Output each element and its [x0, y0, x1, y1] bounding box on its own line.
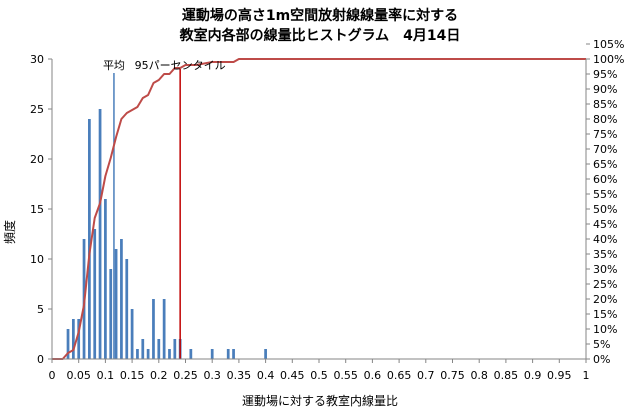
y2-tick-label: 105% — [593, 38, 624, 51]
y-tick-label: 10 — [30, 253, 44, 266]
x-tick-label: 0.45 — [280, 369, 305, 382]
cumulative-percent-line — [52, 58, 586, 360]
histogram-bar — [130, 309, 134, 359]
histogram-bar — [157, 339, 161, 359]
y-tick-label: 15 — [30, 203, 44, 216]
y2-tick-label: 30% — [593, 263, 617, 276]
y-tick-label: 5 — [37, 303, 44, 316]
histogram-bar — [232, 349, 235, 359]
chart-title-line1: 運動場の高さ1m空間放射線線量率に対する — [181, 8, 459, 24]
x-tick-label: 0.2 — [150, 369, 168, 382]
histogram-bar — [162, 299, 166, 359]
y2-tick-label: 70% — [593, 143, 617, 156]
x-tick-label: 0.95 — [547, 369, 572, 382]
x-tick-label: 0.75 — [440, 369, 465, 382]
histogram-bar — [146, 349, 150, 359]
histogram-bar — [93, 229, 97, 359]
x-tick-label: 1 — [583, 369, 590, 382]
y2-tick-label: 85% — [593, 98, 617, 111]
histogram-bar — [66, 329, 70, 359]
y2-tick-label: 10% — [593, 323, 617, 336]
x-tick-label: 0.8 — [470, 369, 488, 382]
chart-title-line2: 教室内各部の線量比ヒストグラム 4月14日 — [179, 28, 461, 44]
histogram-bar — [104, 199, 107, 359]
x-tick-label: 0.9 — [524, 369, 542, 382]
y-tick-label: 30 — [30, 53, 44, 66]
y2-tick-label: 20% — [593, 293, 617, 306]
x-tick-label: 0.3 — [203, 369, 221, 382]
mean-label: 平均 — [103, 59, 125, 72]
p95-label: 95パーセンタイル — [135, 59, 226, 72]
x-tick-label: 0 — [49, 369, 56, 382]
x-axis-title: 運動場に対する教室内線量比 — [242, 393, 398, 408]
y2-tick-label: 100% — [593, 53, 624, 66]
histogram-bar — [264, 349, 267, 359]
y2-tick-label: 95% — [593, 68, 617, 81]
histogram-bar — [152, 299, 155, 359]
y-axis-title: 頻度 — [2, 220, 17, 244]
histogram-bar — [71, 319, 75, 359]
x-tick-label: 0.25 — [173, 369, 198, 382]
histogram-bar — [210, 349, 214, 359]
x-tick-label: 0.15 — [120, 369, 145, 382]
histogram-bar — [141, 339, 145, 359]
histogram-bar — [77, 319, 81, 359]
x-tick-label: 0.55 — [333, 369, 358, 382]
y2-tick-label: 90% — [593, 83, 617, 96]
y2-tick-label: 60% — [593, 173, 617, 186]
x-tick-label: 0.6 — [364, 369, 382, 382]
y-tick-label: 0 — [37, 353, 44, 366]
x-tick-label: 0.65 — [387, 369, 412, 382]
histogram-bar — [98, 109, 102, 359]
histogram-bar — [226, 349, 230, 359]
y2-tick-label: 0% — [593, 353, 610, 366]
histogram-bar — [168, 349, 171, 359]
x-tick-label: 0.1 — [97, 369, 115, 382]
y2-tick-label: 40% — [593, 233, 617, 246]
y2-tick-label: 50% — [593, 203, 617, 216]
histogram-bar — [136, 349, 139, 359]
histogram-bar — [173, 339, 177, 359]
y2-tick-label: 25% — [593, 278, 617, 291]
histogram-bar — [88, 119, 91, 359]
reference-lines — [113, 69, 181, 359]
x-tick-label: 0.5 — [310, 369, 328, 382]
x-tick-label: 0.85 — [494, 369, 519, 382]
x-tick-label: 0.35 — [227, 369, 252, 382]
cumulative-line-layer — [52, 58, 586, 360]
y2-tick-label: 35% — [593, 248, 617, 261]
histogram-bar — [109, 269, 113, 359]
y2-tick-label: 15% — [593, 308, 617, 321]
y2-tick-label: 75% — [593, 128, 617, 141]
y2-tick-label: 45% — [593, 218, 617, 231]
y-tick-label: 25 — [30, 103, 44, 116]
histogram-bar — [189, 349, 193, 359]
x-tick-label: 0.05 — [66, 369, 91, 382]
x-tick-label: 0.4 — [257, 369, 275, 382]
y2-tick-label: 80% — [593, 113, 617, 126]
y2-tick-label: 55% — [593, 188, 617, 201]
axes-layer: 0510152025300%5%10%15%20%25%30%35%40%45%… — [30, 38, 624, 382]
y-tick-label: 20 — [30, 153, 44, 166]
y2-tick-label: 5% — [593, 338, 610, 351]
y2-tick-label: 65% — [593, 158, 617, 171]
histogram-bar — [114, 249, 118, 359]
bars-layer — [66, 109, 267, 359]
histogram-bar — [120, 239, 123, 359]
histogram-bar — [125, 259, 129, 359]
x-tick-label: 0.7 — [417, 369, 435, 382]
